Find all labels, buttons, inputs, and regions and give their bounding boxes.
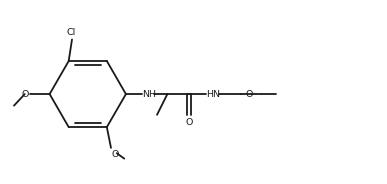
Text: HN: HN <box>206 90 220 99</box>
Text: O: O <box>185 118 193 127</box>
Text: O: O <box>246 90 253 99</box>
Text: O: O <box>21 90 29 99</box>
Text: O: O <box>111 150 119 159</box>
Text: Cl: Cl <box>67 28 76 37</box>
Text: NH: NH <box>142 90 156 99</box>
